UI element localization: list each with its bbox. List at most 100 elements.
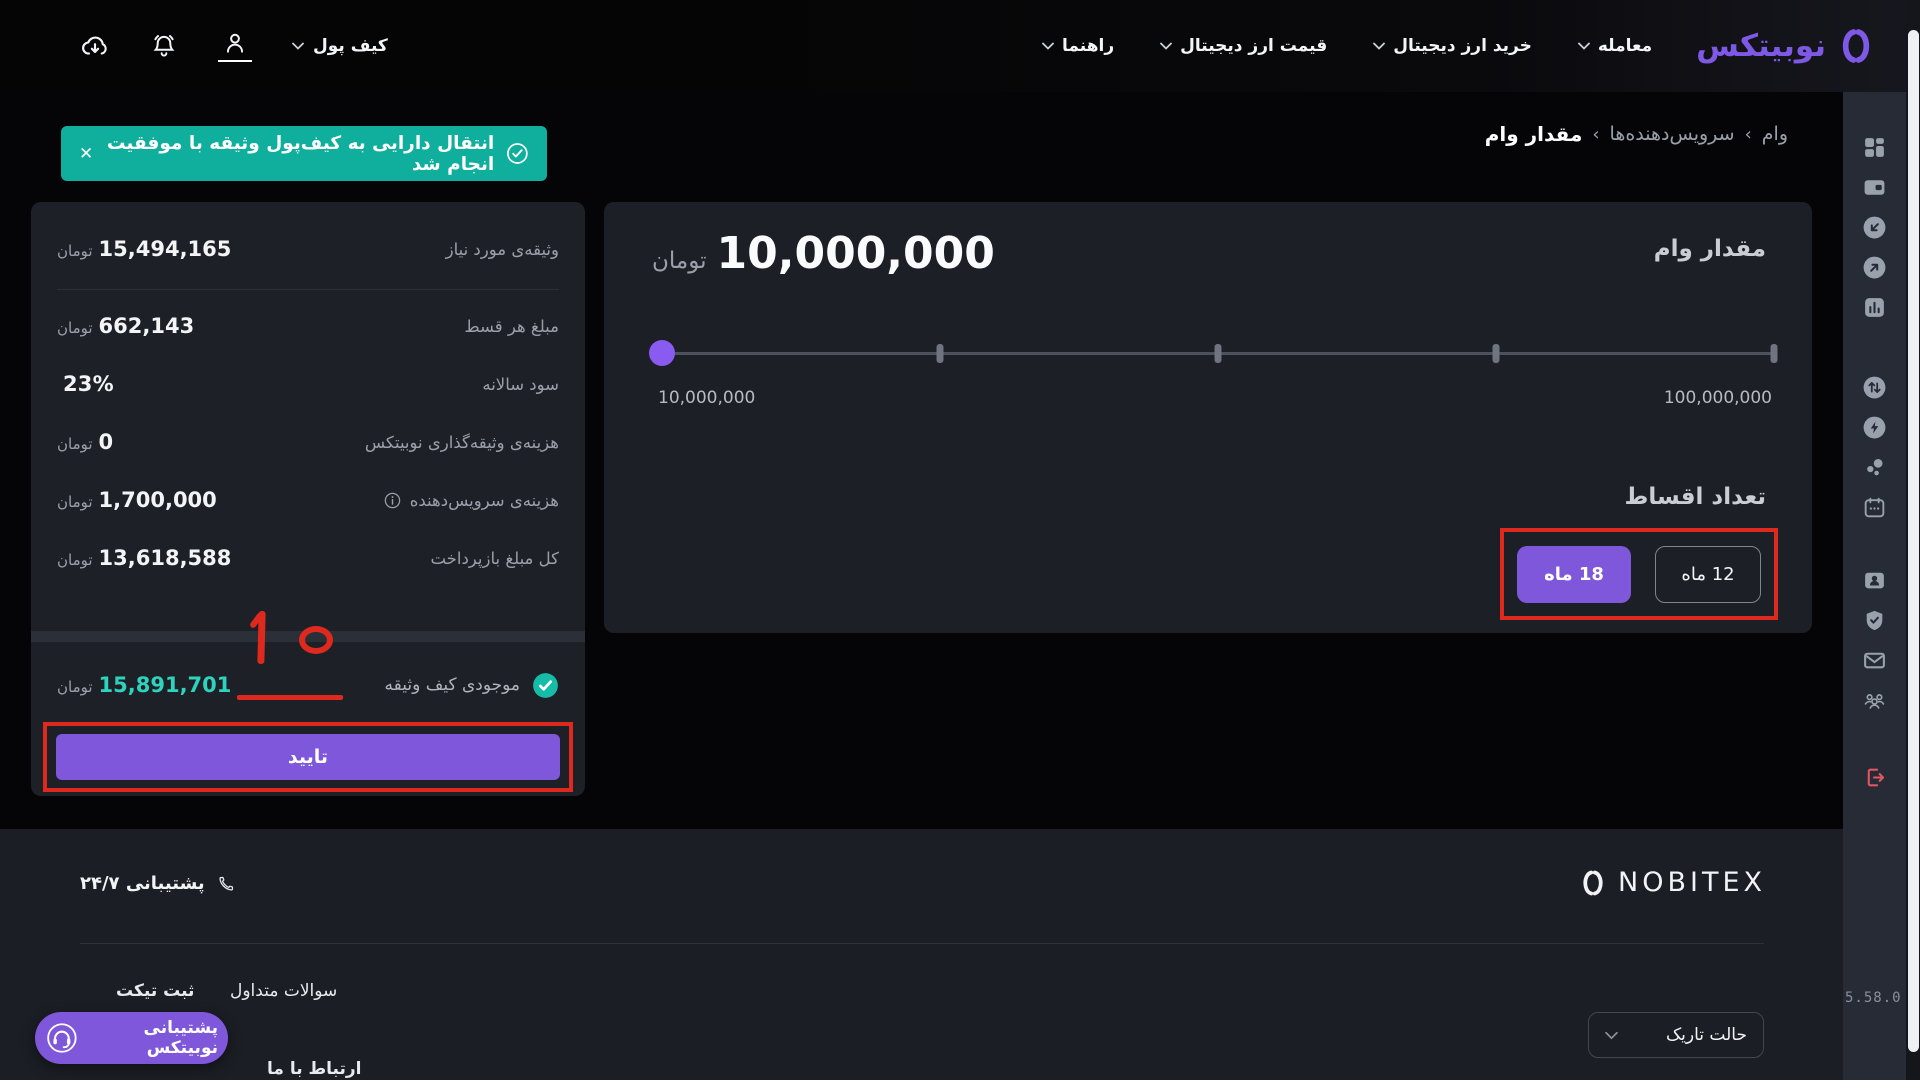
- summary-row-provider-fee: هزینه‌ی سرویس‌دهنده 1,700,000تومان: [57, 477, 559, 523]
- calendar-icon[interactable]: [1862, 494, 1888, 520]
- installments-title: تعداد اقساط: [1624, 484, 1766, 510]
- footer-brand-name: NOBITEX: [1618, 867, 1766, 898]
- chevron-down-icon: [1373, 42, 1386, 50]
- summary-row-total-repayment: کل مبلغ بازپرداخت 13,618,588تومان: [57, 535, 559, 581]
- user-menu[interactable]: [218, 30, 252, 62]
- bubbles-icon[interactable]: [1862, 454, 1888, 480]
- check-circle-filled-icon: [533, 672, 558, 698]
- installments-option-18-selected[interactable]: 18 ماه: [1517, 545, 1631, 603]
- row-value: 662,143تومان: [57, 314, 195, 338]
- row-label: وثیقه‌ی مورد نیاز: [445, 239, 559, 259]
- chevron-down-icon: [1605, 1031, 1618, 1040]
- summary-row-annual-interest: سود سالانه 23%: [57, 361, 559, 407]
- footer-link-ticket[interactable]: ثبت تیکت: [116, 981, 195, 1001]
- confirm-button[interactable]: تایید: [56, 734, 560, 780]
- row-label: سود سالانه: [482, 374, 559, 394]
- notifications-bell-icon[interactable]: [150, 32, 178, 60]
- dashboard-icon[interactable]: [1862, 134, 1888, 160]
- side-rail: [1843, 92, 1906, 1080]
- menu-item-guide[interactable]: راهنما: [1042, 36, 1114, 56]
- withdraw-icon[interactable]: [1862, 254, 1888, 280]
- summary-row-nobitex-fee: هزینه‌ی وثیقه‌گذاری نوبیتکس 0تومان: [57, 419, 559, 465]
- row-value: 13,618,588تومان: [57, 546, 232, 570]
- breadcrumb-current: مقدار وام: [1484, 122, 1583, 146]
- row-value: 0تومان: [57, 430, 114, 454]
- nobitex-swirl-icon: [1842, 29, 1870, 63]
- installments-option-12[interactable]: 12 ماه: [1655, 545, 1761, 603]
- summary-row-collateral: وثیقه‌ی مورد نیاز 15,494,165تومان: [57, 226, 559, 272]
- confirm-annotation-rect: تایید: [43, 722, 573, 792]
- scrollbar-thumb[interactable]: [1907, 30, 1919, 1052]
- headset-icon: [47, 1023, 77, 1053]
- breadcrumb: وام ‹ سرویس‌دهنده‌ها ‹ مقدار وام: [1485, 122, 1788, 146]
- logout-icon[interactable]: [1862, 764, 1888, 790]
- row-label: هزینه‌ی سرویس‌دهنده: [409, 490, 559, 510]
- collateral-wallet-balance-row: موجودی کیف وثیقه 15,891,701تومان: [57, 662, 559, 708]
- row-value: 1,700,000تومان: [57, 488, 217, 512]
- info-icon[interactable]: [383, 491, 402, 510]
- brand-logo[interactable]: نوبیتکس: [1696, 26, 1876, 66]
- wallet-menu[interactable]: کیف پول: [292, 36, 388, 56]
- breadcrumb-separator: ‹: [1744, 123, 1752, 145]
- phone-icon: [219, 876, 233, 891]
- section-divider: [31, 631, 585, 642]
- market-chart-icon[interactable]: [1862, 294, 1888, 320]
- slider-thumb[interactable]: [649, 340, 675, 366]
- slider-tick: [936, 344, 944, 363]
- chevron-down-icon: [1577, 42, 1590, 50]
- slider-tick: [1492, 344, 1500, 363]
- balance-value: 15,891,701تومان: [57, 673, 232, 697]
- app-version: 5.58.0: [1845, 990, 1902, 1006]
- toast-message: انتقال دارایی به کیف‌پول وثیقه با موفقیت…: [106, 132, 495, 175]
- navbar-actions: کیف پول: [80, 30, 388, 62]
- row-label: کل مبلغ بازپرداخت: [430, 548, 559, 568]
- slider-min-label: 10,000,000: [658, 388, 756, 408]
- deposit-icon[interactable]: [1862, 214, 1888, 240]
- nobitex-swirl-icon: [1583, 870, 1603, 895]
- menu-item-buy-crypto[interactable]: خرید ارز دیجیتال: [1373, 36, 1532, 56]
- breadcrumb-providers[interactable]: سرویس‌دهنده‌ها: [1609, 123, 1735, 145]
- slider-tick: [1770, 344, 1778, 363]
- loan-summary-card: وثیقه‌ی مورد نیاز 15,494,165تومان مبلغ ه…: [31, 202, 585, 796]
- row-label: مبلغ هر قسط: [464, 316, 559, 336]
- chevron-down-icon: [1160, 42, 1173, 50]
- success-toast: انتقال دارایی به کیف‌پول وثیقه با موفقیت…: [61, 126, 547, 181]
- chevron-down-icon: [292, 42, 304, 50]
- row-value: 23%: [63, 372, 114, 396]
- messages-icon[interactable]: [1862, 647, 1888, 673]
- brand-name: نوبیتکس: [1696, 28, 1826, 64]
- row-value: 15,494,165تومان: [57, 237, 232, 261]
- balance-label: موجودی کیف وثیقه: [384, 675, 520, 695]
- instant-trade-icon[interactable]: [1862, 414, 1888, 440]
- footer-link-contact[interactable]: ارتباط با ما: [267, 1059, 362, 1079]
- footer-support-247: پشتیبانی ۲۴/۷: [80, 873, 236, 894]
- footer: NOBITEX پشتیبانی ۲۴/۷ سوالات متداول ثبت …: [0, 829, 1843, 1080]
- row-label: هزینه‌ی وثیقه‌گذاری نوبیتکس: [364, 432, 559, 452]
- divider: [57, 289, 559, 290]
- loan-amount-panel: مقدار وام 10,000,000تومان 10,000,000 100…: [604, 202, 1812, 633]
- support-chat-button[interactable]: پشتیبانی نوبیتکس: [35, 1012, 228, 1064]
- breadcrumb-separator: ‹: [1592, 123, 1600, 145]
- profile-card-icon[interactable]: [1862, 567, 1888, 593]
- menu-item-trade[interactable]: معامله: [1577, 36, 1652, 56]
- theme-select[interactable]: حالت تاریک: [1588, 1012, 1764, 1058]
- theme-select-value: حالت تاریک: [1665, 1025, 1747, 1045]
- toast-close-icon[interactable]: ✕: [79, 143, 94, 164]
- convert-icon[interactable]: [1862, 374, 1888, 400]
- menu-item-crypto-prices[interactable]: قیمت ارز دیجیتال: [1160, 36, 1327, 56]
- wallet-card-icon[interactable]: [1862, 174, 1888, 200]
- navbar-right-group: نوبیتکس معامله خرید ارز دیجیتال قیمت ارز…: [1042, 26, 1876, 66]
- download-app-icon[interactable]: [80, 31, 110, 61]
- security-shield-icon[interactable]: [1862, 607, 1888, 633]
- footer-logo: NOBITEX: [1578, 867, 1766, 898]
- installments-annotation-rect: 12 ماه 18 ماه: [1500, 528, 1778, 620]
- chevron-down-icon: [1042, 42, 1054, 50]
- footer-link-faq[interactable]: سوالات متداول: [230, 981, 338, 1001]
- scrollbar-track[interactable]: [1906, 0, 1920, 1080]
- referral-icon[interactable]: [1862, 687, 1888, 713]
- loan-amount-slider[interactable]: [649, 340, 1778, 366]
- navbar: نوبیتکس معامله خرید ارز دیجیتال قیمت ارز…: [0, 0, 1920, 92]
- check-circle-icon: [507, 143, 528, 164]
- breadcrumb-loan[interactable]: وام: [1761, 123, 1788, 145]
